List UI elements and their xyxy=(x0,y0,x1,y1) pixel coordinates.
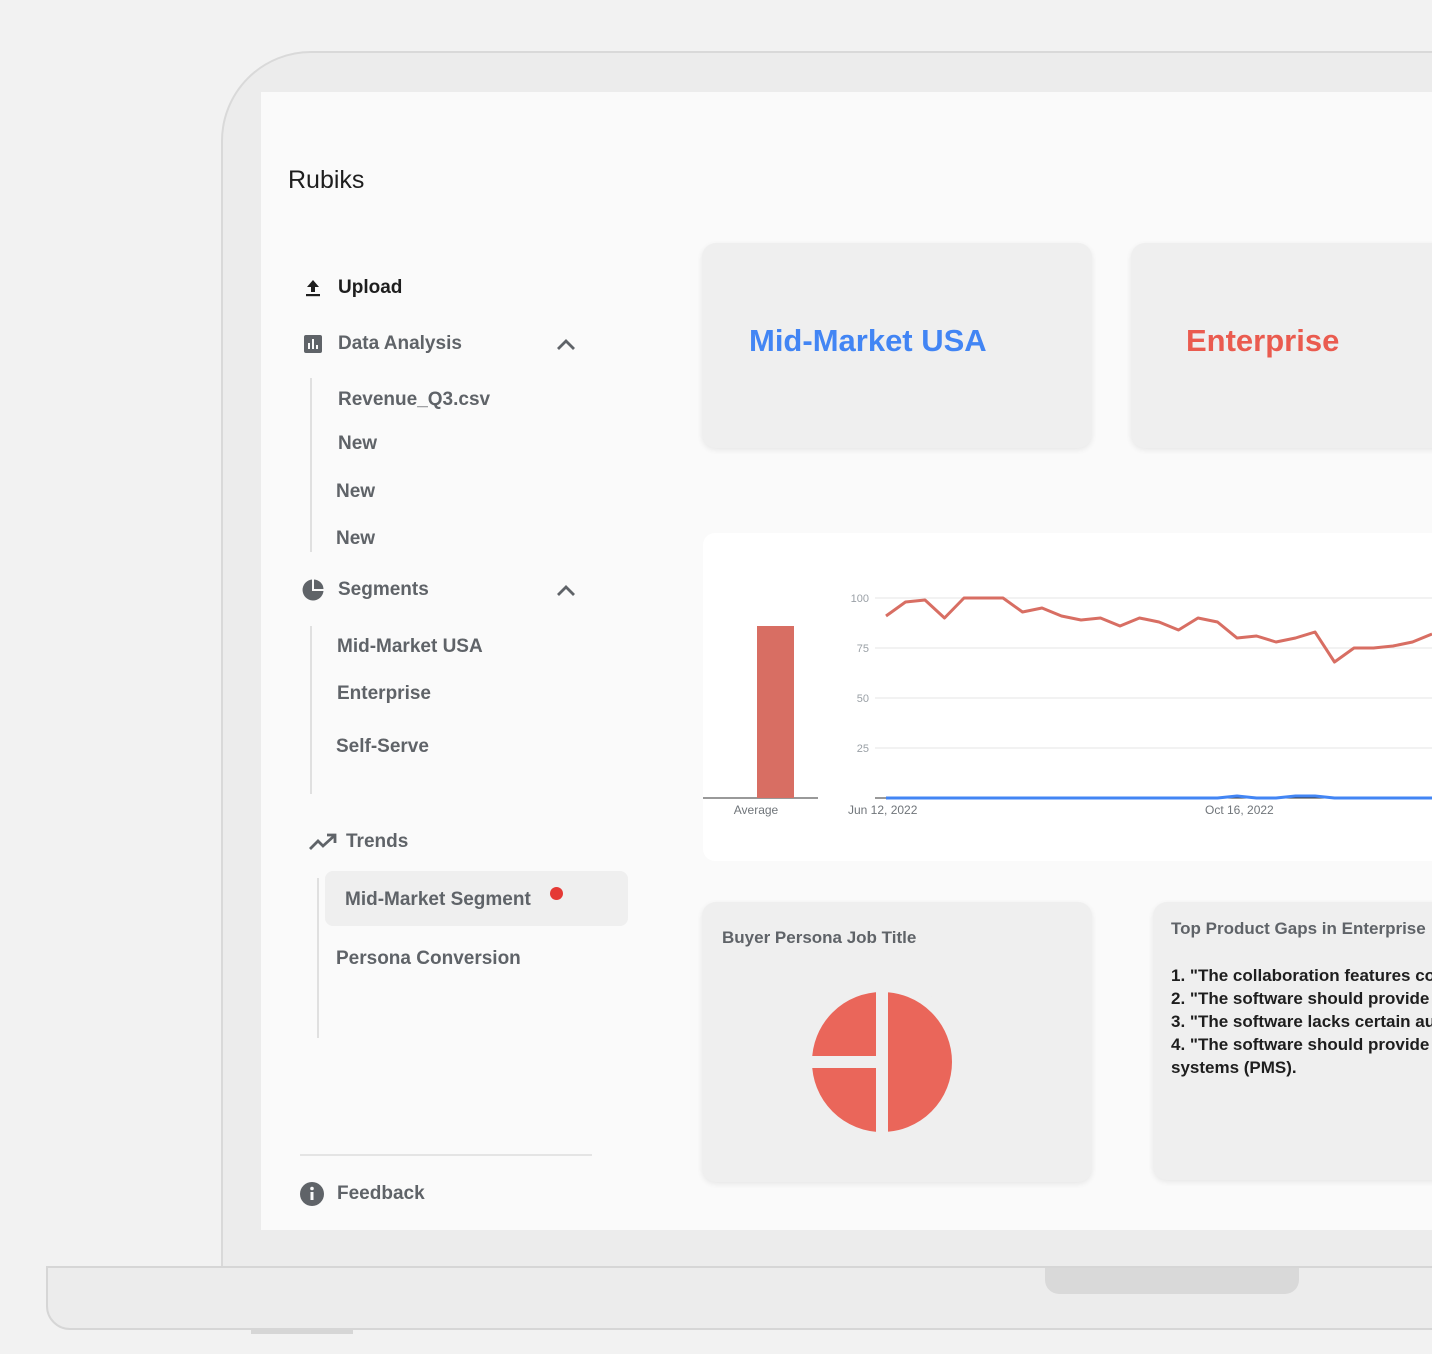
sidebar-item-label: Segments xyxy=(338,579,429,600)
gap-item: 3. "The software lacks certain au xyxy=(1171,1012,1432,1031)
sidebar-item-label: Upload xyxy=(338,277,403,298)
y-tick-label: 25 xyxy=(857,743,869,755)
sidebar-subitem-self-serve[interactable]: Self-Serve xyxy=(336,736,429,757)
product-gaps-list: 1. "The collaboration features co 2. "Th… xyxy=(1171,964,1432,1079)
sidebar-subitem-persona-conversion[interactable]: Persona Conversion xyxy=(336,948,521,969)
card-title: Top Product Gaps in Enterprise xyxy=(1171,919,1426,938)
series-line xyxy=(886,794,1432,800)
y-tick-label: 100 xyxy=(851,593,869,605)
persona-card: Buyer Persona Job Title xyxy=(702,902,1092,1182)
persona-pie-chart xyxy=(799,979,964,1145)
gap-item: 4. "The software should provide s xyxy=(1171,1035,1432,1054)
gap-item: systems (PMS). xyxy=(1171,1058,1297,1077)
sidebar-item-label: Feedback xyxy=(337,1183,425,1204)
trend-chart-card: Average 100 75 50 25 Jun 12, 2022 Oct 16, 2022 xyxy=(703,533,1432,861)
sidebar-subitem-new[interactable]: New xyxy=(338,433,378,454)
segment-card-enterprise[interactable]: Enterprise xyxy=(1131,243,1432,448)
sidebar-item-trends[interactable]: Trends xyxy=(308,829,408,855)
sidebar-subitem-new[interactable]: New xyxy=(336,481,376,502)
segment-card-mid-market-usa[interactable]: Mid-Market USA xyxy=(702,243,1092,448)
product-gaps-card: Top Product Gaps in Enterprise 1. "The c… xyxy=(1153,902,1432,1180)
y-tick-label: 50 xyxy=(857,693,869,705)
sidebar-subitem-mid-market-usa[interactable]: Mid-Market USA xyxy=(337,636,483,657)
segment-card-title: Enterprise xyxy=(1186,323,1340,358)
sidebar-item-label: Trends xyxy=(346,831,409,852)
segment-card-title: Mid-Market USA xyxy=(749,323,987,358)
sidebar-subitem-new[interactable]: New xyxy=(336,528,376,549)
trend-chart: Average 100 75 50 25 Jun 12, 2022 Oct 16, 2022 xyxy=(703,593,1432,817)
app-title: Rubiks xyxy=(288,166,365,194)
laptop-notch xyxy=(1045,1268,1299,1294)
chevron-up-icon[interactable] xyxy=(553,332,579,358)
x-tick-label: Oct 16, 2022 xyxy=(1205,803,1274,817)
tree-line xyxy=(317,878,319,1038)
sidebar-item-feedback[interactable]: Feedback xyxy=(299,1181,425,1207)
pie-slice xyxy=(799,1056,888,1145)
sidebar-subitem-label: Mid-Market Segment xyxy=(345,889,531,910)
sidebar-subitem-mid-market-segment[interactable] xyxy=(325,871,628,926)
bar-category-label: Average xyxy=(734,803,779,817)
sidebar-item-upload[interactable]: Upload xyxy=(300,275,402,301)
sidebar-subitem-revenue-q3[interactable]: Revenue_Q3.csv xyxy=(338,389,491,410)
bar xyxy=(757,626,794,798)
pie-chart-icon xyxy=(300,577,326,603)
pie-slice xyxy=(799,979,888,1068)
sidebar-divider xyxy=(300,1154,592,1156)
pie-slice xyxy=(876,979,964,1145)
gap-item: 2. "The software should provide H xyxy=(1171,989,1432,1008)
card-title: Buyer Persona Job Title xyxy=(722,928,917,947)
sidebar-item-label: Data Analysis xyxy=(338,333,462,354)
info-icon xyxy=(299,1181,325,1207)
laptop-foot xyxy=(251,1329,353,1334)
upload-icon xyxy=(300,275,326,301)
y-tick-label: 75 xyxy=(857,643,869,655)
series-line xyxy=(885,596,1432,664)
sidebar-item-data-analysis[interactable]: Data Analysis xyxy=(300,331,462,357)
sidebar: Rubiks Upload Data Analysis Revenue_Q3.c… xyxy=(261,92,629,1230)
sidebar-item-segments[interactable]: Segments xyxy=(300,577,429,603)
x-tick-label: Jun 12, 2022 xyxy=(848,803,918,817)
tree-line xyxy=(310,626,312,794)
bar-chart-icon xyxy=(300,331,326,357)
chevron-up-icon[interactable] xyxy=(553,578,579,604)
tree-line xyxy=(310,378,312,552)
notification-dot xyxy=(550,887,563,900)
gap-item: 1. "The collaboration features co xyxy=(1171,966,1432,985)
trending-up-icon xyxy=(308,829,338,855)
app-screen: Rubiks Upload Data Analysis Revenue_Q3.c… xyxy=(261,92,1432,1230)
sidebar-subitem-enterprise[interactable]: Enterprise xyxy=(337,683,431,704)
